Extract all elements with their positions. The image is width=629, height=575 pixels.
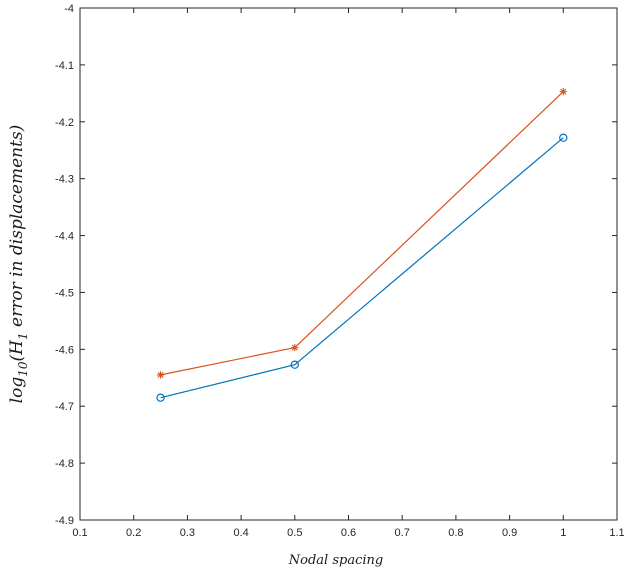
series-2-line [160, 137, 564, 399]
x-axis-label: Nodal spacing [288, 553, 383, 568]
y-tick-label: -4.3 [55, 174, 74, 186]
y-tick-label: -4.5 [55, 287, 74, 299]
y-label-h: H [7, 339, 27, 356]
y-tick-label: -4.2 [55, 117, 74, 129]
plot-area [79, 7, 618, 521]
x-tick-label: 0.3 [180, 527, 195, 539]
x-axis-ticks: 0.1 0.2 0.3 0.4 0.5 0.6 0.7 0.8 0.9 1 1.1 [72, 8, 625, 539]
y-label-open: ( [7, 354, 27, 361]
y-tick-label: -4.6 [55, 344, 74, 356]
series-1-point [291, 344, 299, 352]
x-tick-label: 0.2 [126, 527, 141, 539]
series-1-point [559, 88, 567, 96]
x-tick-label: 0.4 [233, 527, 248, 539]
series-layer [156, 88, 568, 402]
y-label-h-sub: 1 [16, 332, 30, 340]
x-tick-label: 0.6 [341, 527, 356, 539]
x-tick-label: 0.8 [448, 527, 463, 539]
y-tick-label: -4.1 [55, 60, 74, 72]
x-tick-label: 0.5 [287, 527, 302, 539]
y-axis-ticks: -4.9 -4.8 -4.7 -4.6 -4.5 -4.4 -4.3 -4.2 -4.1 -4 [55, 3, 617, 527]
x-tick-label: 0.7 [395, 527, 410, 539]
y-tick-label: -4.4 [55, 231, 74, 243]
y-axis-label: log10(H1 error in displacements) [7, 125, 30, 404]
series-2-point [559, 133, 568, 142]
x-tick-label: 1 [560, 527, 566, 539]
series-2-point [156, 393, 165, 402]
y-tick-label: -4.8 [55, 458, 74, 470]
x-tick-label: 1.1 [609, 527, 624, 539]
series-2-point [290, 360, 299, 369]
x-tick-label: 0.9 [502, 527, 517, 539]
y-label-log-sub: 10 [16, 361, 30, 377]
y-label-log: log [7, 377, 27, 404]
y-tick-label: -4 [64, 3, 74, 15]
y-tick-label: -4.7 [55, 401, 74, 413]
y-label-rest: error in displacements) [7, 125, 27, 333]
x-tick-label: 0.1 [72, 527, 87, 539]
y-tick-label: -4.9 [55, 515, 74, 527]
series-1-point [156, 371, 165, 379]
